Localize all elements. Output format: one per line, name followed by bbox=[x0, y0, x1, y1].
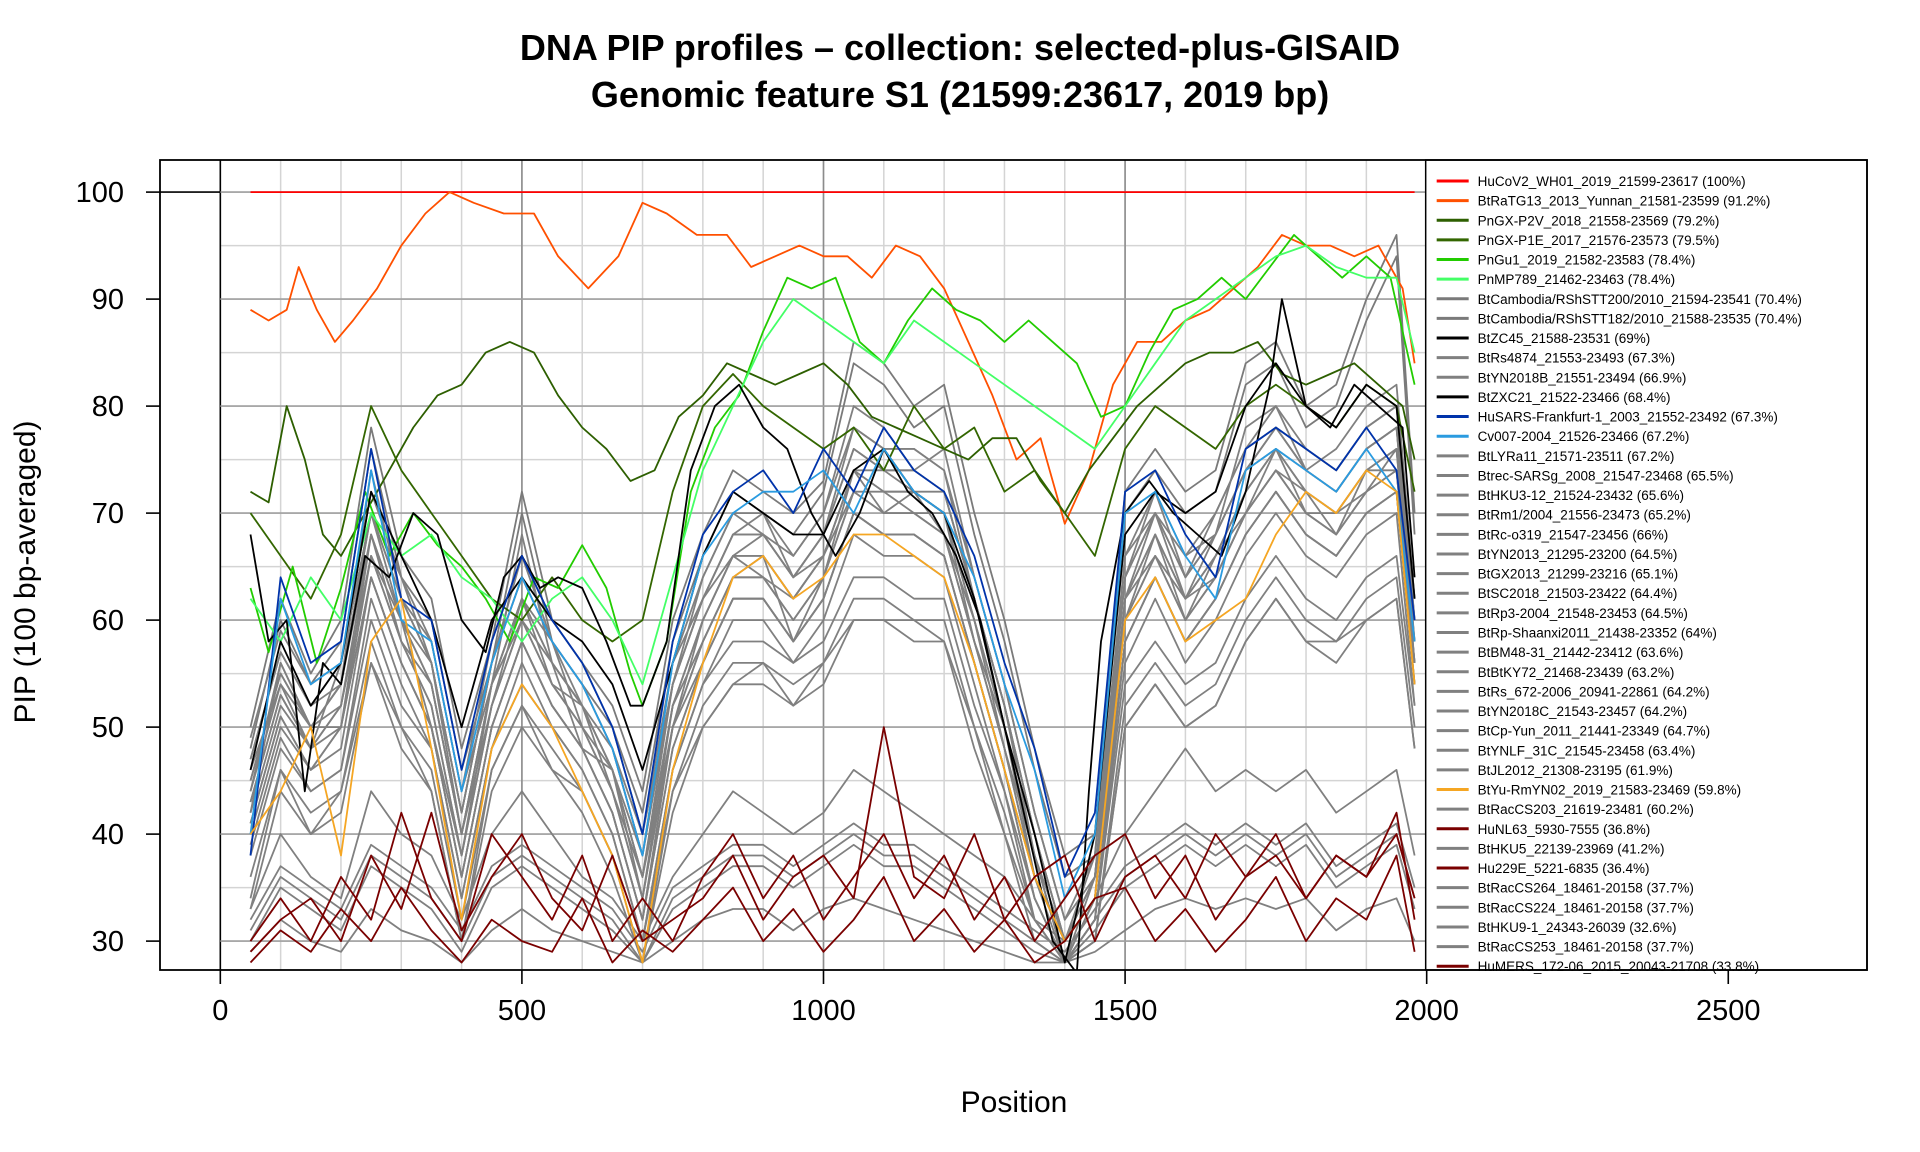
y-tick-label: 90 bbox=[92, 284, 124, 316]
x-axis-label: Position bbox=[961, 1086, 1068, 1119]
legend-label: BtZXC21_21522-23466 (68.4%) bbox=[1478, 390, 1671, 405]
legend-label: BtRacCS253_18461-20158 (37.7%) bbox=[1478, 940, 1694, 955]
series-line-12 bbox=[249, 426, 1416, 878]
series-line-33 bbox=[249, 726, 1416, 953]
legend: HuCoV2_WH01_2019_21599-23617 (100%) BtRaT… bbox=[1424, 159, 1868, 974]
legend-label: BtCp-Yun_2011_21441-23349 (64.7%) bbox=[1478, 724, 1710, 739]
legend-label: BtRm1/2004_21556-23473 (65.2%) bbox=[1478, 508, 1691, 523]
legend-label: BtYN2013_21295-23200 (64.5%) bbox=[1478, 547, 1678, 562]
series-line-37 bbox=[249, 822, 1416, 953]
series-line-27 bbox=[249, 447, 1416, 964]
series-line-2 bbox=[250, 340, 1416, 557]
legend-label: BtHKU9-1_24343-26039 (32.6%) bbox=[1478, 920, 1677, 935]
series-line-35 bbox=[249, 811, 1416, 942]
y-tick-label: 50 bbox=[92, 712, 124, 744]
series-line-5 bbox=[249, 244, 1416, 686]
x-tick-label: 1500 bbox=[1093, 995, 1158, 1027]
series-line-13 bbox=[249, 447, 1416, 900]
legend-label: Hu229E_5221-6835 (36.4%) bbox=[1478, 861, 1650, 876]
legend-label: HuSARS-Frankfurt-1_2003_21552-23492 (67.… bbox=[1478, 410, 1778, 425]
legend-label: BtRc-o319_21547-23456 (66%) bbox=[1478, 527, 1669, 542]
legend-label: BtYN2018C_21543-23457 (64.2%) bbox=[1478, 704, 1687, 719]
legend-label: BtYu-RmYN02_2019_21583-23469 (59.8%) bbox=[1478, 783, 1741, 798]
x-tick-label: 2000 bbox=[1394, 995, 1459, 1027]
legend-label: BtLYRa11_21571-23511 (67.2%) bbox=[1478, 449, 1675, 464]
series-line-32 bbox=[249, 597, 1416, 964]
series-line-26 bbox=[249, 469, 1416, 942]
series-line-34 bbox=[249, 747, 1416, 942]
legend-label: Cv007-2004_21526-23466 (67.2%) bbox=[1478, 429, 1690, 444]
legend-label: PnGX-P2V_2018_21558-23569 (79.2%) bbox=[1478, 213, 1720, 228]
chart-subtitle: Genomic feature S1 (21599:23617, 2019 bp… bbox=[591, 74, 1329, 115]
legend-label: BtRacCS264_18461-20158 (37.7%) bbox=[1478, 881, 1694, 896]
legend-label: BtCambodia/RShSTT182/2010_21588-23535 (7… bbox=[1478, 311, 1802, 326]
legend-label: BtHKU5_22139-23969 (41.2%) bbox=[1478, 841, 1665, 856]
legend-label: HuCoV2_WH01_2019_21599-23617 (100%) bbox=[1478, 174, 1746, 189]
series-line-39 bbox=[249, 843, 1416, 964]
legend-label: BtCambodia/RShSTT200/2010_21594-23541 (7… bbox=[1478, 292, 1802, 307]
chart-title: DNA PIP profiles – collection: selected-… bbox=[520, 27, 1400, 68]
series-line-1 bbox=[250, 191, 1416, 525]
legend-label: BtBtKY72_21468-23439 (63.2%) bbox=[1478, 665, 1675, 680]
legend-label: HuNL63_5930-7555 (36.8%) bbox=[1478, 822, 1651, 837]
legend-label: BtJL2012_21308-23195 (61.9%) bbox=[1478, 763, 1673, 778]
legend-label: BtYN2018B_21551-23494 (66.9%) bbox=[1478, 370, 1687, 385]
series-line-11 bbox=[249, 362, 1416, 964]
series-lines bbox=[249, 191, 1416, 970]
plot-frame bbox=[159, 159, 1868, 971]
series-line-40 bbox=[249, 854, 1416, 964]
legend-label: BtHKU3-12_21524-23432 (65.6%) bbox=[1478, 488, 1684, 503]
x-tick-label: 0 bbox=[212, 995, 228, 1027]
series-line-31 bbox=[249, 469, 1416, 964]
legend-label: BtRaTG13_2013_Yunnan_21581-23599 (91.2%) bbox=[1478, 194, 1771, 209]
series-line-30 bbox=[249, 555, 1416, 964]
legend-label: BtYNLF_31C_21545-23458 (63.4%) bbox=[1478, 743, 1696, 758]
legend-label: BtBM48-31_21442-23412 (63.6%) bbox=[1478, 645, 1684, 660]
x-tick-label: 2500 bbox=[1696, 995, 1761, 1027]
y-tick-label: 60 bbox=[92, 605, 124, 637]
y-tick-label: 70 bbox=[92, 498, 124, 530]
legend-label: BtGX2013_21299-23216 (65.1%) bbox=[1478, 567, 1678, 582]
x-tick-label: 1000 bbox=[791, 995, 856, 1027]
legend-label: BtRp3-2004_21548-23453 (64.5%) bbox=[1478, 606, 1688, 621]
x-tick-label: 500 bbox=[498, 995, 546, 1027]
legend-label: BtZC45_21588-23531 (69%) bbox=[1478, 331, 1651, 346]
series-line-3 bbox=[249, 373, 1416, 643]
legend-label: BtRacCS224_18461-20158 (37.7%) bbox=[1478, 900, 1694, 915]
legend-label: BtRs_672-2006_20941-22861 (64.2%) bbox=[1478, 684, 1710, 699]
legend-label: PnMP789_21462-23463 (78.4%) bbox=[1478, 272, 1675, 287]
y-axis-label: PIP (100 bp-averaged) bbox=[9, 421, 42, 724]
y-tick-label: 30 bbox=[92, 926, 124, 958]
legend-label: BtSC2018_21503-23422 (64.4%) bbox=[1478, 586, 1678, 601]
legend-label: PnGu1_2019_21582-23583 (78.4%) bbox=[1478, 253, 1696, 268]
y-tick-label: 100 bbox=[76, 177, 124, 209]
legend-label: PnGX-P1E_2017_21576-23573 (79.5%) bbox=[1478, 233, 1720, 248]
legend-label: BtRacCS203_21619-23481 (60.2%) bbox=[1478, 802, 1694, 817]
legend-label: BtRs4874_21553-23493 (67.3%) bbox=[1478, 351, 1675, 366]
axes: 0 500 1000 1500 2000 2500 30 40 50 60 70 80 90 100 bbox=[76, 159, 1868, 1027]
legend-box bbox=[1424, 159, 1868, 971]
y-tick-label: 80 bbox=[92, 391, 124, 423]
series-line-19 bbox=[249, 512, 1416, 964]
series-line-24 bbox=[249, 576, 1416, 964]
legend-label: HuMERS_172-06_2015_20043-21708 (33.8%) bbox=[1478, 959, 1759, 974]
legend-label: BtRp-Shaanxi2011_21438-23352 (64%) bbox=[1478, 625, 1717, 640]
legend-label: Btrec-SARSg_2008_21547-23468 (65.5%) bbox=[1478, 468, 1734, 483]
y-tick-label: 40 bbox=[92, 819, 124, 851]
series-line-38 bbox=[249, 897, 1416, 964]
